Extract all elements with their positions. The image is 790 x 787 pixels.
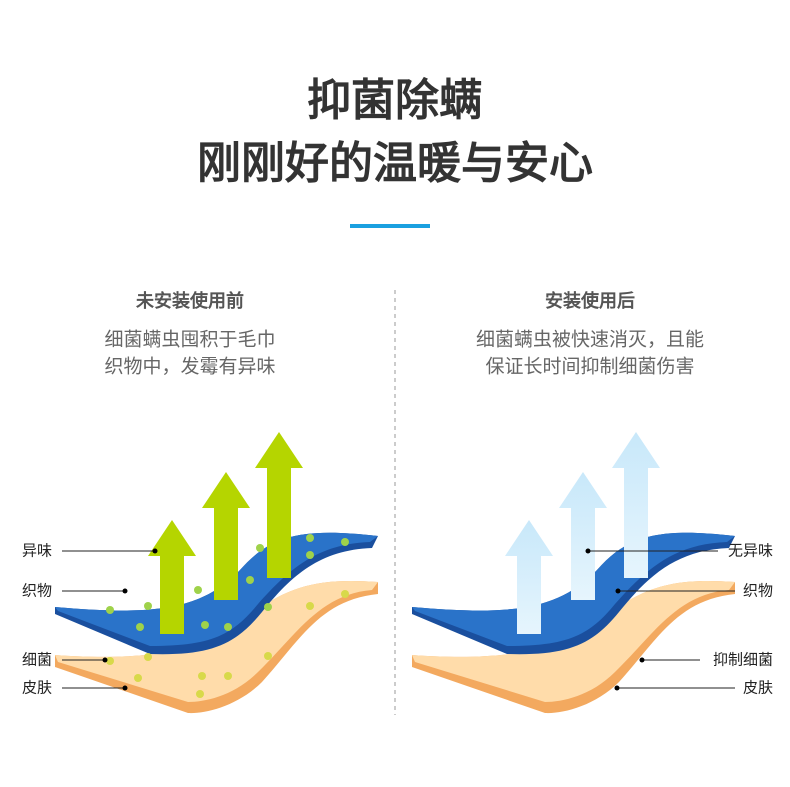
panel-heading: 未安装使用前 [136, 290, 244, 312]
callout-dot [585, 548, 591, 554]
panel-description: 细菌螨虫被快速消灭，且能 [476, 329, 704, 351]
callout-label: 细菌 [22, 651, 52, 669]
callout-dot [122, 588, 128, 594]
callout-dot [122, 685, 128, 691]
callout-label: 织物 [22, 582, 52, 600]
panel-description: 织物中，发霉有异味 [104, 356, 275, 378]
title-line: 抑菌除螨 [307, 75, 483, 126]
bacteria-dots [106, 534, 349, 631]
divider-bar [350, 224, 430, 228]
callout-label: 异味 [22, 542, 52, 560]
bacteria-dots [106, 590, 349, 698]
callout-label: 织物 [743, 582, 773, 600]
arrows [505, 432, 660, 634]
panel-heading: 安装使用后 [545, 290, 635, 312]
panel-description: 细菌螨虫囤积于毛巾 [104, 329, 275, 351]
panel-description: 保证长时间抑制细菌伤害 [485, 356, 694, 378]
callout-dot [639, 657, 645, 663]
callout-dot [615, 588, 621, 594]
callout-label: 抑制细菌 [713, 651, 773, 669]
panel-after: 安装使用后 细菌螨虫被快速消灭，且能 保证长时间抑制细菌伤害 无异味 织物 抑制… [412, 290, 773, 714]
callout-dot [152, 548, 158, 554]
arrows [148, 432, 303, 634]
callout-dot [614, 685, 620, 691]
callout-label: 皮肤 [22, 679, 52, 697]
callout-label: 无异味 [728, 542, 773, 560]
panel-before: 未安装使用前 细菌螨虫囤积于毛巾 织物中，发霉有异味 异味 织物 细菌 皮肤 [22, 290, 378, 714]
title-line: 刚刚好的温暖与安心 [197, 138, 593, 189]
callout-label: 皮肤 [743, 679, 773, 697]
callout-dot [102, 657, 108, 663]
